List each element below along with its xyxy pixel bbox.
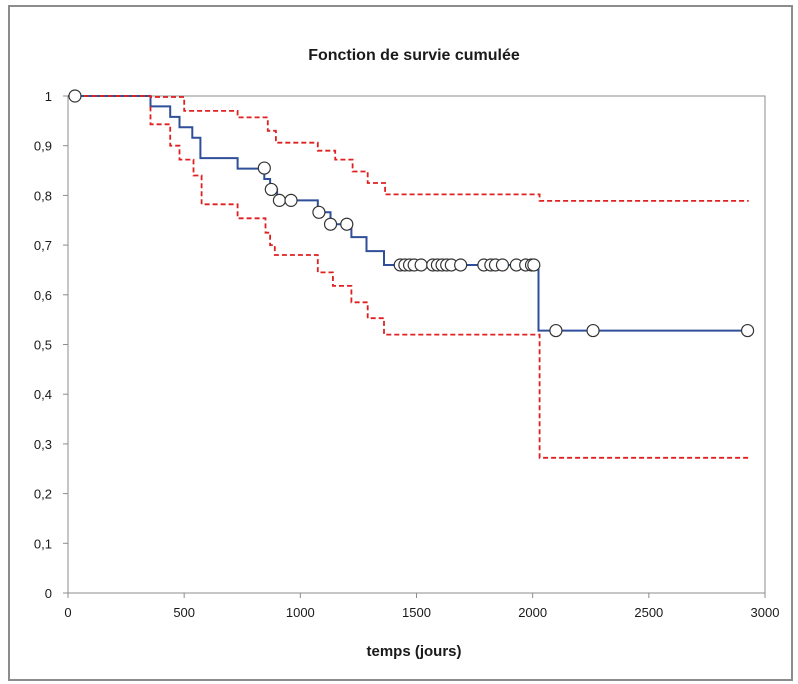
censored-marker: [312, 205, 326, 219]
survival-chart: Fonction de survie cumulée 0 500 1000 1500 2…: [34, 47, 780, 660]
y-tick-label: 0,5: [34, 338, 52, 353]
censored-marker: [323, 217, 338, 231]
censored-marker: [495, 258, 510, 272]
x-tick-label: 3000: [751, 605, 780, 620]
y-tick-label: 0,1: [34, 536, 52, 551]
censored-marker: [284, 193, 298, 207]
x-tick-label: 2000: [518, 605, 547, 620]
lower-confidence-bound: [149, 106, 749, 459]
y-tick-label: 0,3: [34, 437, 52, 452]
x-tick-label: 0: [64, 605, 71, 620]
y-tick-label: 0: [45, 586, 52, 601]
upper-confidence-bound: [68, 95, 749, 202]
censored-marker: [257, 161, 271, 175]
x-tick-label: 500: [173, 605, 195, 620]
y-tick-label: 0,7: [34, 238, 52, 253]
censored-marker: [549, 323, 563, 338]
x-tick-label: 2500: [634, 605, 663, 620]
censored-marker: [527, 258, 541, 272]
chart-title: Fonction de survie cumulée: [308, 47, 520, 64]
y-tick-label: 0,9: [34, 139, 52, 154]
x-tick-label: 1500: [402, 605, 431, 620]
censored-marker: [68, 89, 82, 103]
y-tick-label: 0,4: [34, 387, 52, 402]
censored-marker: [340, 217, 354, 231]
y-tick-label: 1: [45, 89, 52, 104]
censored-marker: [740, 323, 755, 338]
censored-marker: [586, 323, 600, 338]
censored-marker: [264, 182, 278, 197]
y-tick-label: 0,2: [34, 487, 52, 502]
censored-marker: [272, 193, 287, 207]
y-tick-label: 0,8: [34, 188, 52, 203]
plot-border: [67, 95, 766, 594]
censored-marker: [414, 258, 428, 272]
plot-area: 0 500 1000 1500 2000 2500 3000 0 0,1 0,2 0,3 0,4 0,5…: [34, 89, 780, 620]
y-tick-label: 0,6: [34, 288, 52, 303]
censored-marker: [454, 258, 468, 272]
x-tick-label: 1000: [286, 605, 315, 620]
x-axis-title: temps (jours): [366, 643, 461, 660]
chart-frame: Fonction de survie cumulée 0 500 1000 1500 2…: [8, 5, 793, 681]
